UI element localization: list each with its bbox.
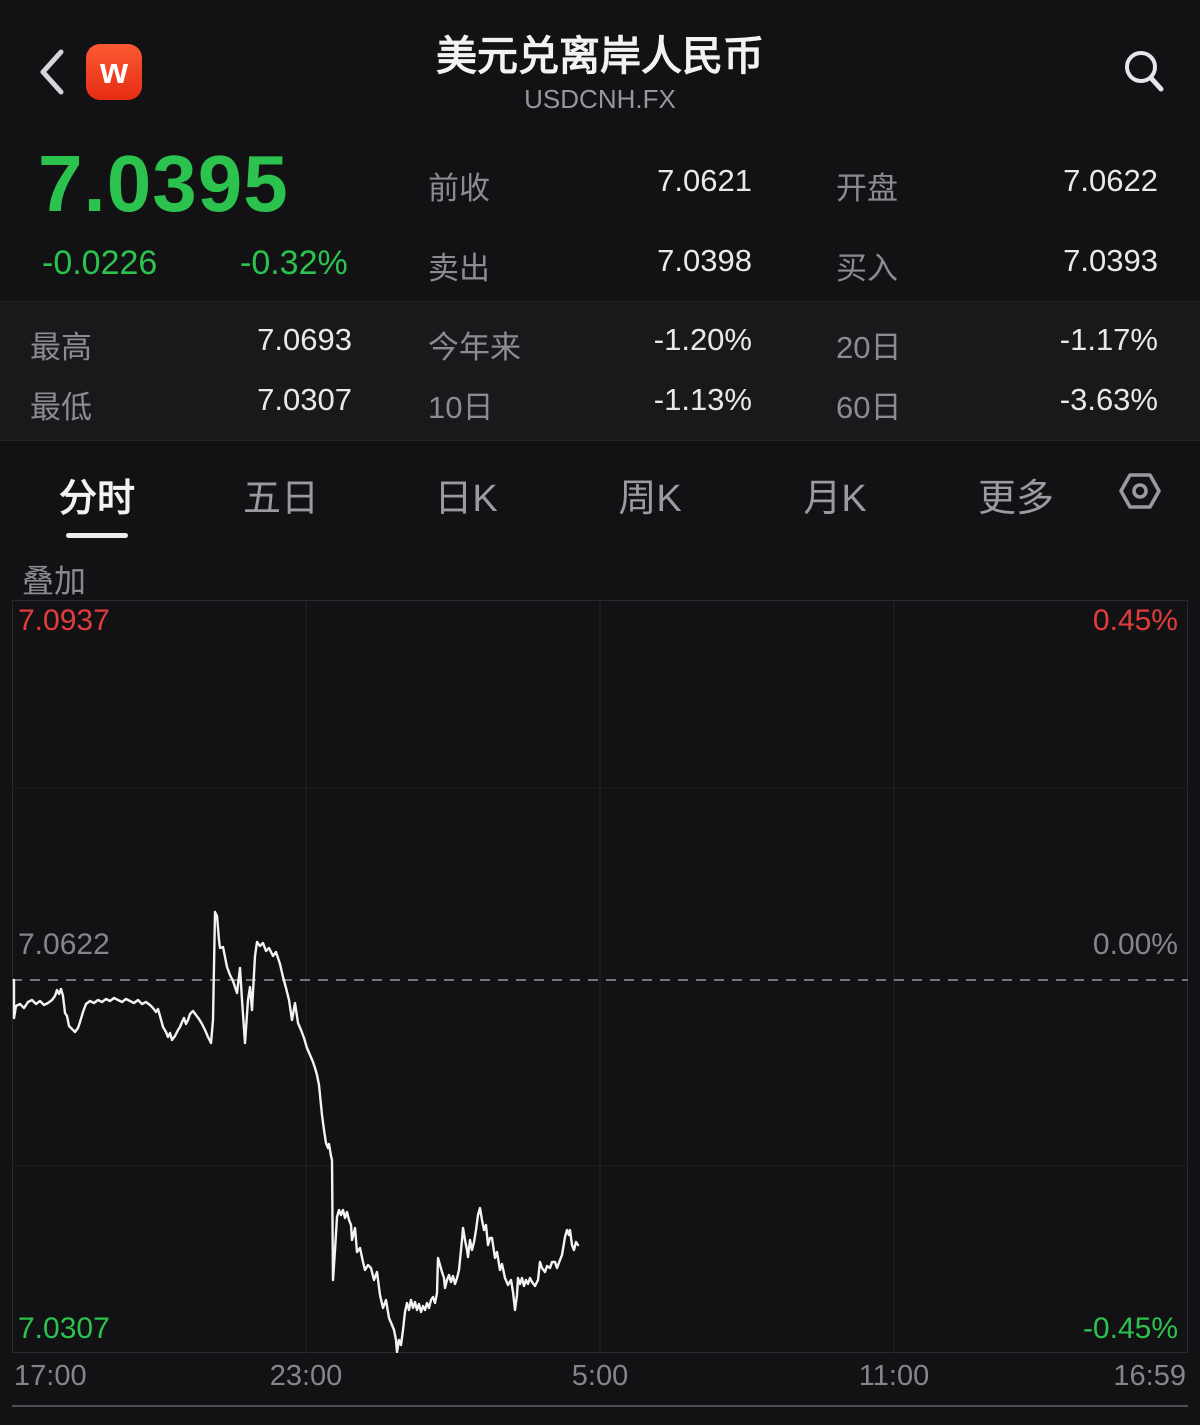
tab-weekly-k[interactable]: 周K — [618, 478, 682, 520]
stat-label-high: 最高 — [30, 330, 92, 365]
price-polyline — [12, 910, 580, 1353]
field-label-bid: 买入 — [836, 251, 898, 286]
field-value-prev-close: 7.0621 — [657, 163, 752, 198]
y-label-mid-price: 7.0622 — [18, 928, 110, 961]
field-label-prev-close: 前收 — [428, 171, 490, 206]
y-label-bottom-pct: -0.45% — [1082, 1312, 1178, 1345]
tab-intraday[interactable]: 分时 — [58, 478, 136, 520]
x-tick-5-00: 5:00 — [571, 1360, 629, 1392]
stat-value-low: 7.0307 — [257, 382, 352, 417]
stat-value-60d: -3.63% — [1059, 382, 1158, 417]
intraday-chart[interactable] — [12, 600, 1188, 1353]
instrument-code: USDCNH.FX — [524, 84, 676, 114]
y-label-top-price: 7.0937 — [18, 604, 110, 637]
chart-settings-button[interactable] — [1112, 459, 1168, 523]
y-label-top-pct: 0.45% — [1092, 604, 1178, 637]
page-title: 美元兑离岸人民币 — [436, 33, 764, 79]
tab-more[interactable]: 更多 — [977, 478, 1055, 520]
y-label-bottom-price: 7.0307 — [18, 1312, 110, 1345]
bottom-divider — [12, 1405, 1188, 1407]
search-icon — [1125, 51, 1164, 92]
field-value-bid: 7.0393 — [1063, 243, 1158, 278]
field-value-ask: 7.0398 — [657, 243, 752, 278]
field-value-open: 7.0622 — [1063, 163, 1158, 198]
stat-label-60d: 60日 — [836, 390, 902, 425]
hexagon-settings-icon — [1119, 473, 1161, 509]
back-button[interactable] — [28, 42, 76, 102]
tab-daily-k[interactable]: 日K — [434, 478, 498, 520]
x-tick-23-00: 23:00 — [269, 1360, 343, 1392]
stat-value-10d: -1.13% — [653, 382, 752, 417]
chart-tab-bar: 分时 五日 日K 周K 月K 更多 — [0, 441, 1200, 546]
wind-logo-letter: w — [99, 50, 128, 91]
top-bar: w 美元兑离岸人民币 USDCNH.FX — [0, 0, 1200, 130]
stat-label-20d: 20日 — [836, 330, 902, 365]
overlay-compare-button[interactable]: 叠加 — [22, 563, 87, 599]
tab-monthly-k[interactable]: 月K — [803, 478, 867, 520]
price-change: -0.0226 — [42, 244, 158, 282]
wind-logo[interactable]: w — [86, 44, 142, 100]
stat-value-20d: -1.17% — [1059, 322, 1158, 357]
x-tick-11-00: 11:00 — [858, 1360, 930, 1392]
search-button[interactable] — [1116, 42, 1172, 102]
x-tick-16-59: 16:59 — [1113, 1360, 1186, 1392]
field-label-ask: 卖出 — [428, 251, 490, 286]
stat-value-high: 7.0693 — [257, 322, 352, 357]
stat-value-ytd: -1.20% — [653, 322, 752, 357]
stat-label-low: 最低 — [30, 390, 92, 425]
back-chevron-icon — [40, 49, 64, 95]
field-label-open: 开盘 — [836, 171, 898, 206]
stats-section: 最高 7.0693 今年来 -1.20% 20日 -1.17% 最低 7.030… — [0, 301, 1200, 441]
x-tick-17-00: 17:00 — [14, 1360, 87, 1392]
active-tab-underline — [66, 533, 128, 538]
stat-label-ytd: 今年来 — [428, 330, 521, 365]
y-label-mid-pct: 0.00% — [1092, 928, 1178, 961]
stat-label-10d: 10日 — [428, 390, 494, 425]
tab-5day[interactable]: 五日 — [242, 478, 320, 520]
price-change-pct: -0.32% — [240, 244, 348, 282]
last-price: 7.0395 — [38, 139, 289, 228]
